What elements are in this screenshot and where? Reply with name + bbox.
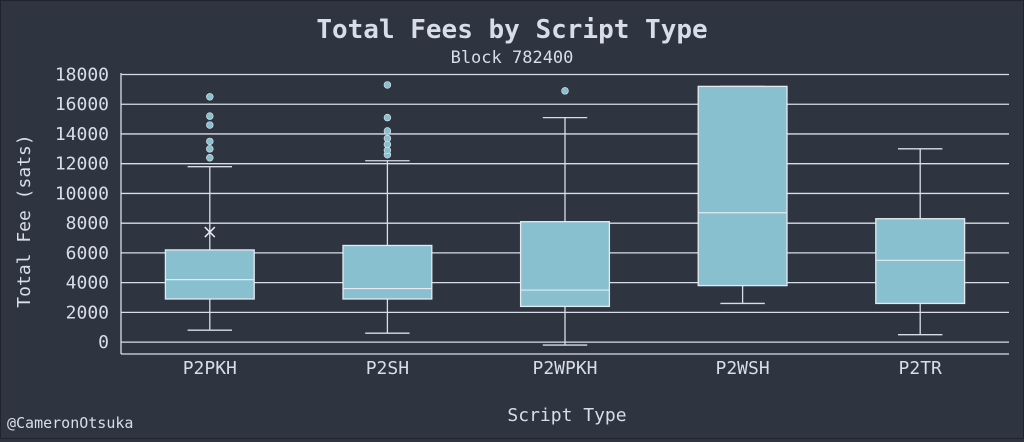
box-iqr (342, 244, 433, 300)
outlier-point (383, 81, 392, 89)
box-group-p2wsh (697, 85, 788, 305)
outlier-point (206, 112, 214, 120)
chart-subtitle: Block 782400 (451, 48, 574, 68)
y-tick-label: 6000 (66, 243, 109, 264)
mean-marker (204, 226, 216, 238)
box-iqr (519, 221, 611, 308)
axes (120, 73, 1009, 355)
box-group-p2pkh (164, 93, 255, 331)
box-group-p2tr (875, 148, 966, 336)
chart-title: Total Fees by Script Type (316, 15, 707, 45)
x-axis-label: Script Type (507, 405, 626, 426)
boxes (164, 81, 966, 346)
outlier-point (206, 121, 214, 129)
outlier-point (383, 127, 392, 135)
y-tick-label: 18000 (55, 64, 109, 85)
outlier-point (206, 154, 214, 162)
outlier-point (383, 113, 392, 122)
outlier-point (206, 93, 214, 101)
mean-marker-stroke (204, 226, 216, 238)
x-tick-labels: P2PKH P2SH P2WPKH P2WSH P2TR (183, 358, 942, 379)
box-iqr (164, 249, 255, 300)
x-tick-label: P2PKH (183, 358, 237, 379)
box-iqr (875, 218, 966, 305)
y-tick-label: 4000 (66, 273, 109, 294)
outlier-point (561, 87, 569, 95)
y-tick-labels: 0 2000 4000 6000 8000 10000 12000 14000 16000 180… (55, 64, 109, 353)
y-axis-label: Total Fee (sats) (14, 134, 35, 307)
y-tick-label: 8000 (66, 213, 109, 234)
y-tick-label: 12000 (55, 154, 109, 175)
box-group-p2sh (342, 81, 433, 334)
outlier-point (206, 145, 214, 153)
x-tick-label: P2SH (366, 358, 409, 379)
credit-label: @CameronOtsuka (7, 414, 133, 432)
box-group-p2wpkh (519, 87, 611, 346)
y-tick-label: 2000 (66, 302, 109, 323)
outlier-point (206, 137, 214, 146)
y-tick-label: 16000 (55, 94, 109, 115)
outlier-point (383, 134, 392, 143)
x-tick-label: P2TR (899, 358, 943, 379)
y-tick-label: 14000 (55, 124, 109, 145)
box-iqr (697, 85, 788, 287)
y-tick-label: 10000 (55, 183, 109, 204)
x-tick-label: P2WSH (716, 358, 770, 379)
y-tick-label: 0 (98, 332, 109, 353)
x-tick-label: P2WPKH (532, 358, 597, 379)
